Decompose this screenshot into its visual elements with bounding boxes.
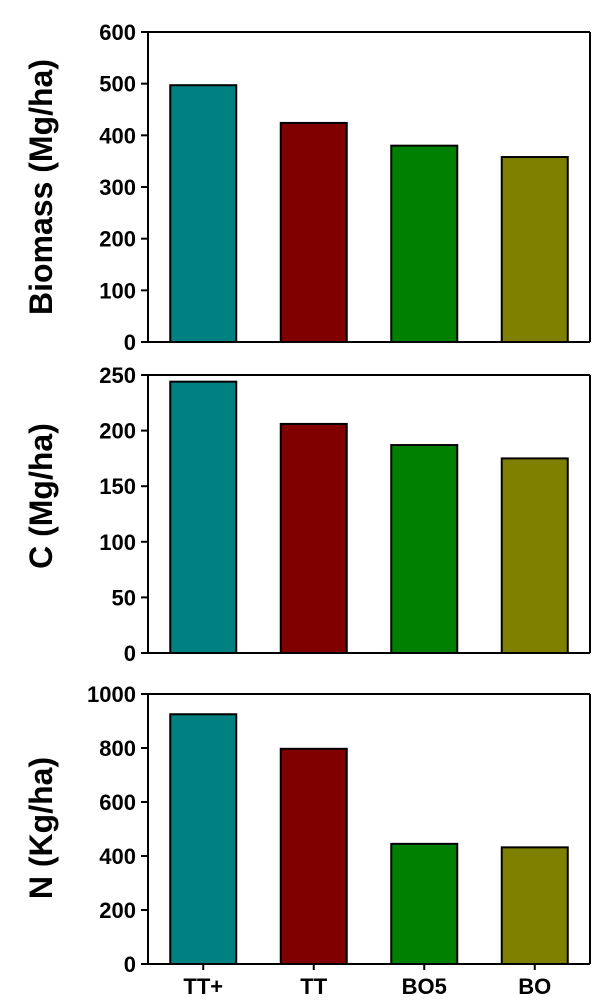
y-tick-label: 0 (124, 952, 136, 977)
y-tick-label: 0 (124, 641, 136, 666)
y-tick-label: 400 (99, 123, 136, 148)
y-tick-label: 400 (99, 844, 136, 869)
bar-bo (500, 156, 569, 343)
bar-tt-plus (169, 380, 238, 654)
y-tick-label: 100 (99, 530, 136, 555)
x-tick-label: BO5 (402, 974, 447, 999)
y-tick-label: 50 (112, 585, 136, 610)
y-axis-title: Biomass (Mg/ha) (23, 59, 59, 315)
bar-bo5 (390, 444, 459, 654)
bar-bo (500, 457, 569, 654)
y-axis-title: C (Mg/ha) (23, 423, 59, 569)
bar-bo (500, 846, 569, 965)
bar-tt-plus (169, 713, 238, 965)
y-tick-label: 200 (99, 419, 136, 444)
chart-panel-3: 0 200 400 600 800 1000 N (Kg/ha) TT+ TT BO5 BO (23, 682, 591, 999)
y-axis-title: N (Kg/ha) (23, 757, 59, 899)
y-tick-label: 250 (99, 363, 136, 388)
y-tick-label: 100 (99, 278, 136, 303)
bar-tt-plus (169, 84, 238, 343)
y-tick-label: 1000 (87, 682, 136, 707)
chart-panel-1: 0 100 200 300 400 500 600 Biomass (Mg/ha) (23, 20, 591, 355)
bar-tt (279, 121, 348, 343)
y-tick-label: 200 (99, 898, 136, 923)
y-tick-label: 0 (124, 330, 136, 355)
y-tick-label: 600 (99, 20, 136, 45)
chart-panel-2: 0 50 100 150 200 250 C (Mg/ha) (23, 363, 591, 666)
bar-bo5 (390, 144, 459, 343)
y-tick-label: 500 (99, 72, 136, 97)
bar-tt (279, 422, 348, 655)
bar-bo5 (390, 842, 459, 965)
y-tick-label: 200 (99, 227, 136, 252)
y-tick-label: 600 (99, 790, 136, 815)
y-tick-label: 300 (99, 175, 136, 200)
x-tick-label: BO (518, 974, 551, 999)
y-tick-label: 800 (99, 736, 136, 761)
bar-tt (279, 747, 348, 965)
y-tick-label: 150 (99, 474, 136, 499)
x-tick-label: TT+ (183, 974, 223, 999)
x-tick-label: TT (300, 974, 327, 999)
